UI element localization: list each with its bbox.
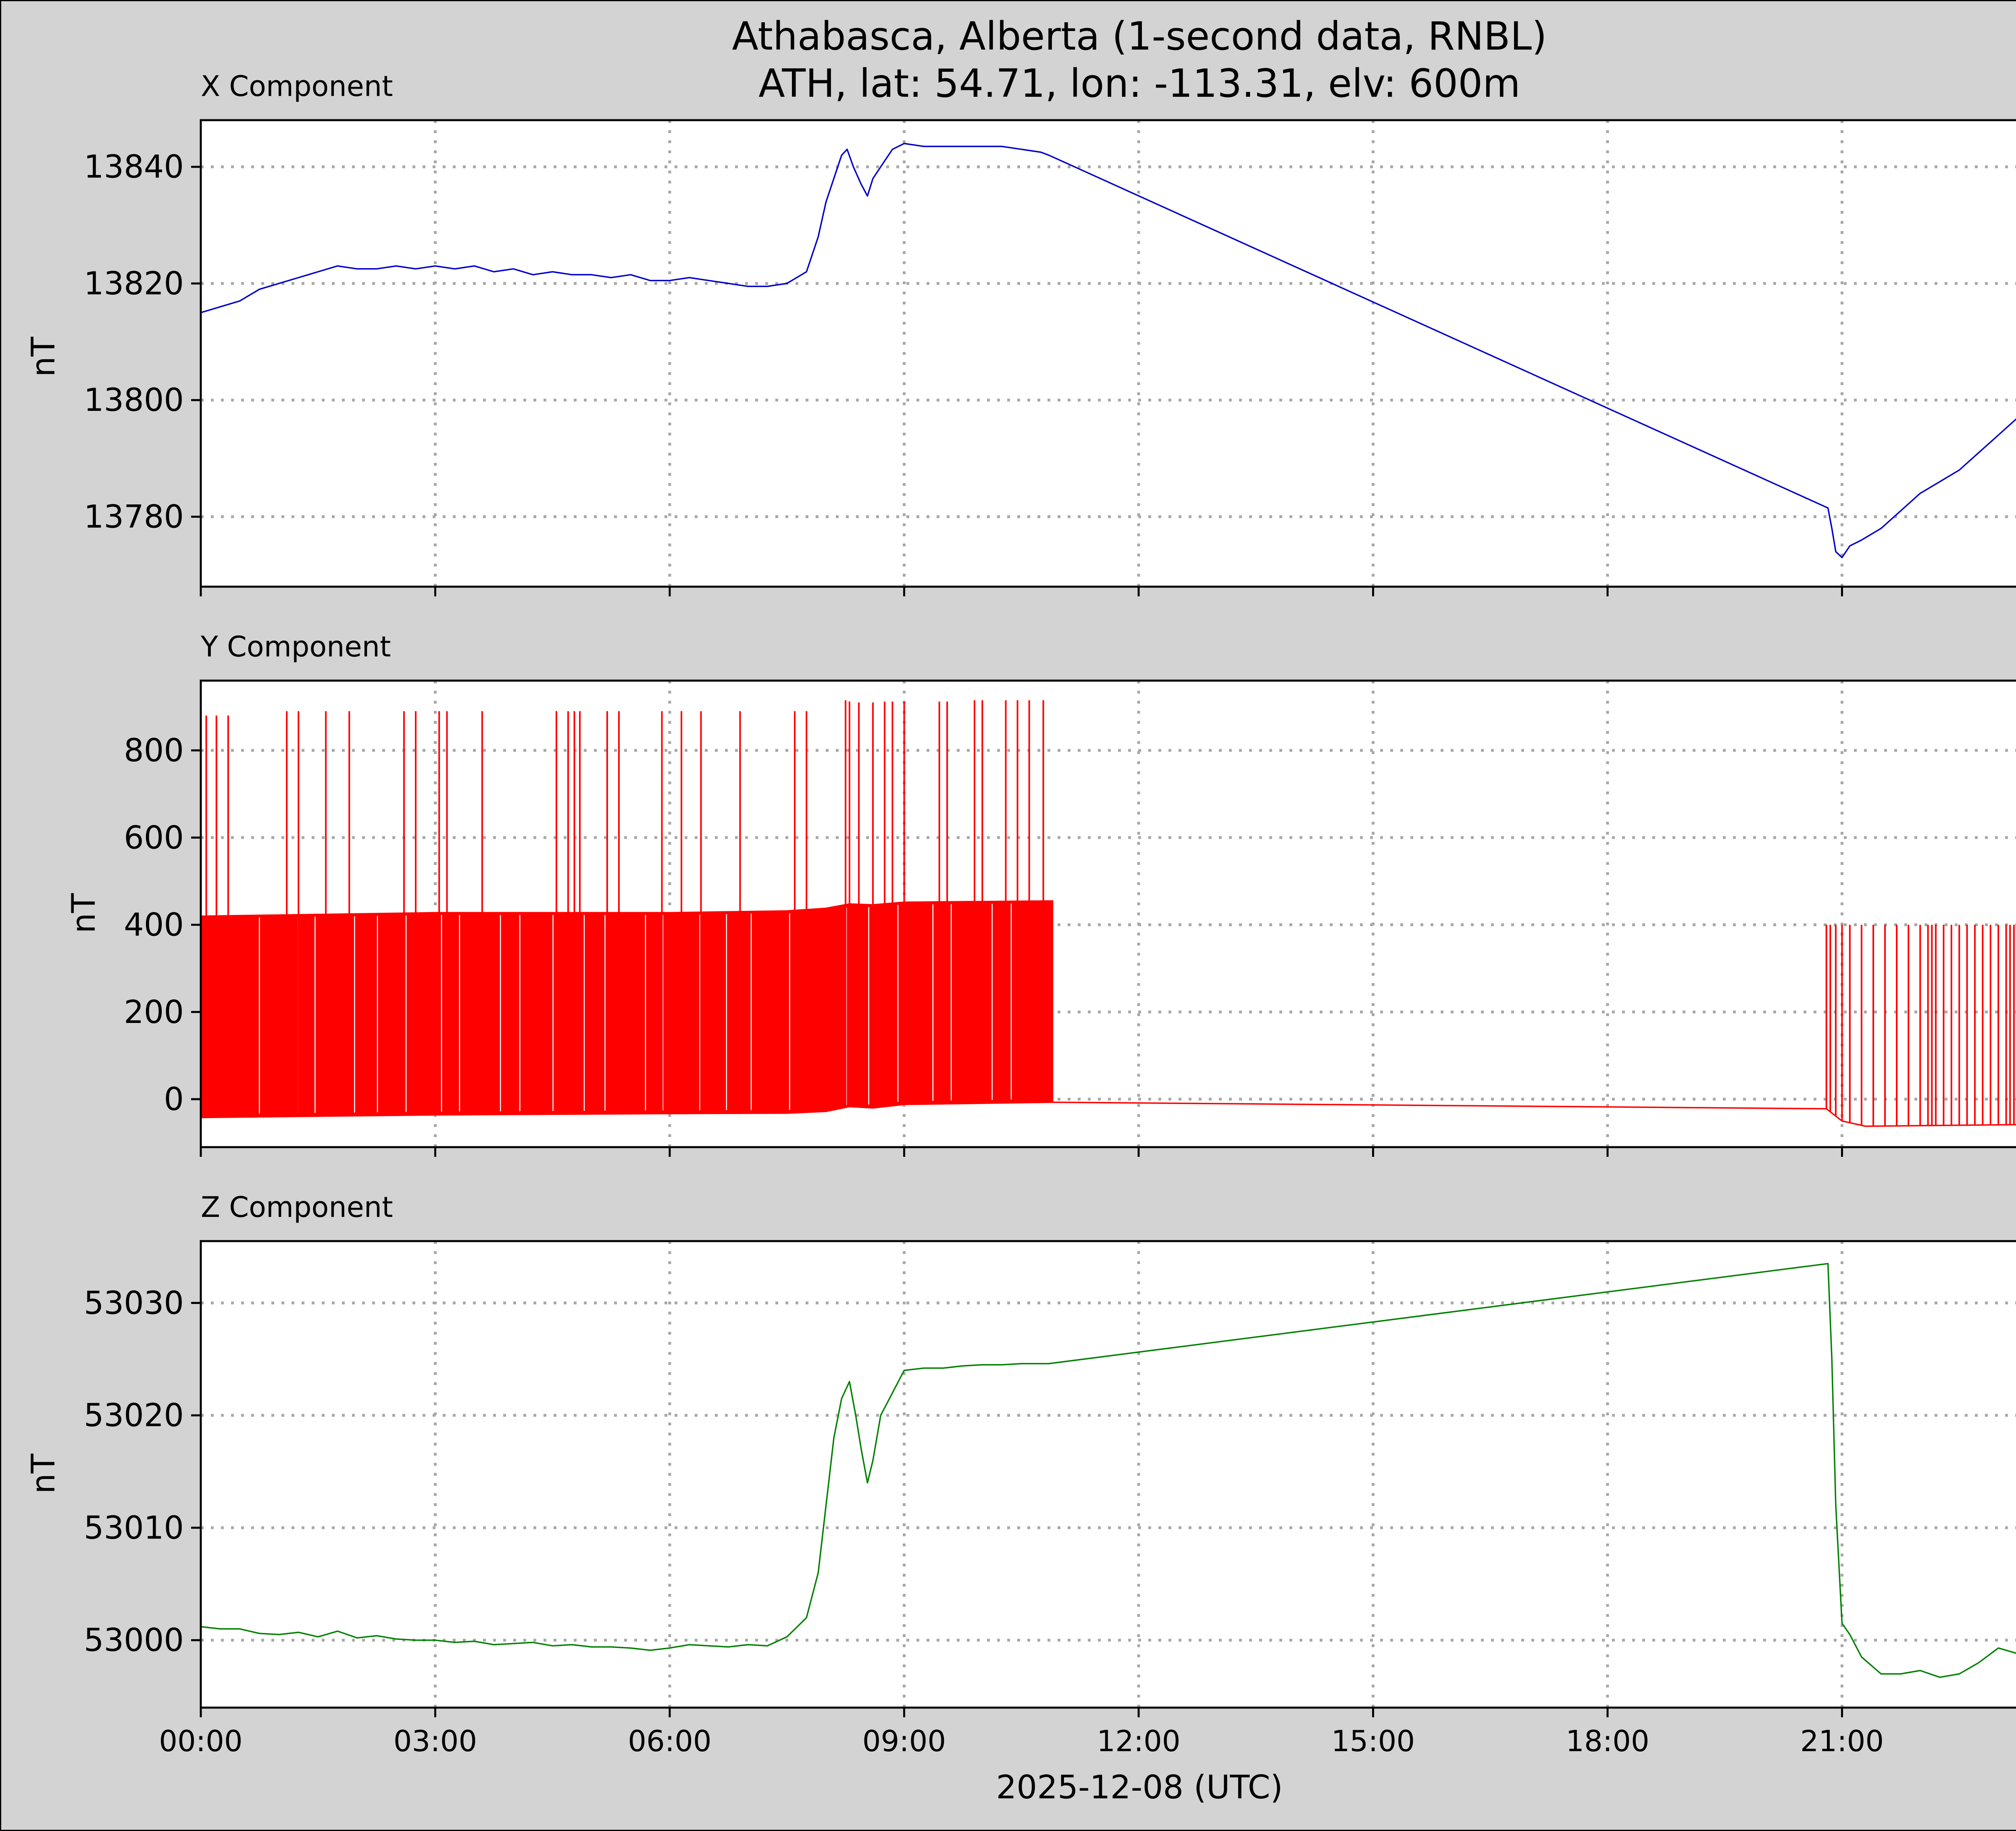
y-tick-label: 0 — [164, 1081, 184, 1118]
y-tick-label: 13840 — [84, 149, 184, 185]
plot-area-1: 13780 13800 13820 13840 — [84, 119, 2016, 596]
y-tick-label: 200 — [124, 994, 184, 1031]
x-tick-label: 09:00 — [862, 1724, 946, 1758]
y-tick-label: 53010 — [84, 1510, 184, 1546]
y-tick-label: 53020 — [84, 1398, 184, 1434]
panel-title: X Component — [201, 70, 393, 103]
panel-title: Z Component — [201, 1191, 393, 1224]
plot-area-3: 53000 53010 53020 53030 00:00 03:00 06:00 09:00… — [84, 1240, 2016, 1758]
x-axis-label: 2025-12-08 (UTC) — [996, 1769, 1283, 1806]
x-tick-label: 00:00 — [159, 1724, 243, 1758]
y-tick-label: 800 — [124, 733, 184, 769]
y-tick-label: 53030 — [84, 1285, 184, 1321]
y-axis-label: nT — [65, 893, 102, 933]
y-tick-label: 53000 — [84, 1623, 184, 1659]
x-tick-label: 18:00 — [1566, 1724, 1649, 1758]
y-tick-label: 600 — [124, 820, 184, 856]
panel-z-component: Z Component nT — [25, 1191, 393, 1494]
x-tick-label: 03:00 — [394, 1724, 477, 1758]
y-axis-label: nT — [25, 336, 62, 377]
plot-background — [201, 120, 2016, 587]
x-tick-label: 06:00 — [628, 1724, 712, 1758]
panel-x-component: X Component nT — [25, 70, 393, 377]
y-tick-label: 13780 — [84, 499, 184, 535]
y-tick-label: 13820 — [84, 266, 184, 302]
y-tick-label: 13800 — [84, 382, 184, 419]
series-3 — [201, 1263, 2016, 1678]
y-tick-label: 400 — [124, 907, 184, 944]
series-line — [201, 1263, 2016, 1678]
series-2 — [201, 700, 2016, 1127]
series-dense-band — [201, 900, 1054, 1119]
x-tick-label: 15:00 — [1331, 1724, 1415, 1758]
figure-title-line1: Athabasca, Alberta (1-second data, RNBL) — [732, 14, 1547, 59]
x-tick-label: 12:00 — [1097, 1724, 1181, 1758]
panel-y-component: Y Component nT — [65, 630, 391, 933]
plot-background — [201, 1241, 2016, 1708]
plot-area-2: 0 200 400 600 800 — [124, 679, 2016, 1157]
series-line — [201, 143, 2016, 558]
panel-title: Y Component — [200, 630, 391, 663]
figure-title-line2: ATH, lat: 54.71, lon: -113.31, elv: 600m — [758, 61, 1520, 106]
y-axis-label: nT — [25, 1453, 62, 1494]
x-tick-label: 21:00 — [1800, 1724, 1884, 1758]
series-1 — [201, 143, 2016, 558]
